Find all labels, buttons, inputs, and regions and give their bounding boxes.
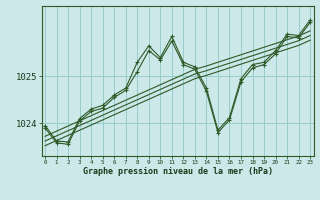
X-axis label: Graphe pression niveau de la mer (hPa): Graphe pression niveau de la mer (hPa) [83,167,273,176]
